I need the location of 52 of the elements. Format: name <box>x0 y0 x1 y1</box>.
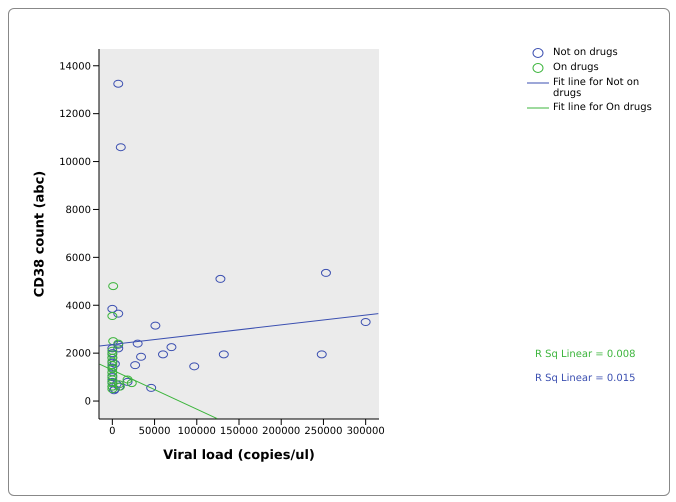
point <box>108 337 118 346</box>
x-tick-label: 300000 <box>346 426 385 438</box>
point <box>110 360 120 368</box>
point <box>136 352 146 361</box>
y-tick-label: 0 <box>84 396 91 408</box>
point <box>189 362 200 370</box>
y-axis-title: CD38 count (abc) <box>32 170 48 298</box>
point <box>158 350 168 358</box>
point <box>107 304 118 313</box>
x-tick-label: 0 <box>109 426 116 438</box>
x-tick-label: 150000 <box>220 426 258 438</box>
x-axis-title: Viral load (copies/ul) <box>163 448 315 463</box>
y-tick-label: 12000 <box>59 109 91 120</box>
legend-label: Fit line for Not on drugs <box>553 77 640 99</box>
point <box>116 143 126 152</box>
point <box>107 344 118 352</box>
point <box>146 384 156 392</box>
point <box>113 310 124 318</box>
point <box>113 80 124 88</box>
y-tick-label: 2000 <box>66 348 91 360</box>
point <box>122 378 133 386</box>
y-tick-label: 6000 <box>66 252 91 264</box>
y-tick-label: 4000 <box>66 300 91 312</box>
text: R Sq Linear = 0.008 <box>535 349 636 360</box>
point <box>107 312 118 320</box>
y-tick-label: 14000 <box>59 61 91 72</box>
point <box>130 361 140 370</box>
y-tick-label: 10000 <box>59 157 91 168</box>
point <box>215 274 226 283</box>
point <box>108 282 118 290</box>
text: R Sq Linear = 0.015 <box>535 373 636 384</box>
x-tick-label: 250000 <box>304 426 343 438</box>
point <box>122 375 133 384</box>
point <box>166 343 176 352</box>
point <box>218 350 229 358</box>
point <box>132 340 143 348</box>
point <box>114 380 124 388</box>
point <box>113 344 124 352</box>
legend-label: Fit line for On drugs <box>553 102 652 113</box>
point <box>107 361 118 370</box>
x-tick-label: 200000 <box>262 426 300 438</box>
x-tick-label: 100000 <box>178 426 216 438</box>
x-tick-label: 50000 <box>138 426 170 438</box>
y-tick-label: 8000 <box>66 205 91 216</box>
point <box>150 322 160 330</box>
point <box>126 379 137 388</box>
point <box>360 318 371 326</box>
legend-label: Not on drugs <box>553 47 618 58</box>
point <box>320 268 331 277</box>
point <box>107 346 118 355</box>
legend-label: On drugs <box>553 62 599 73</box>
point <box>316 350 327 358</box>
